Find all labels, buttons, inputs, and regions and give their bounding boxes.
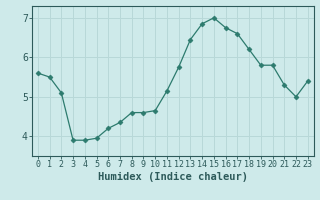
X-axis label: Humidex (Indice chaleur): Humidex (Indice chaleur) — [98, 172, 248, 182]
